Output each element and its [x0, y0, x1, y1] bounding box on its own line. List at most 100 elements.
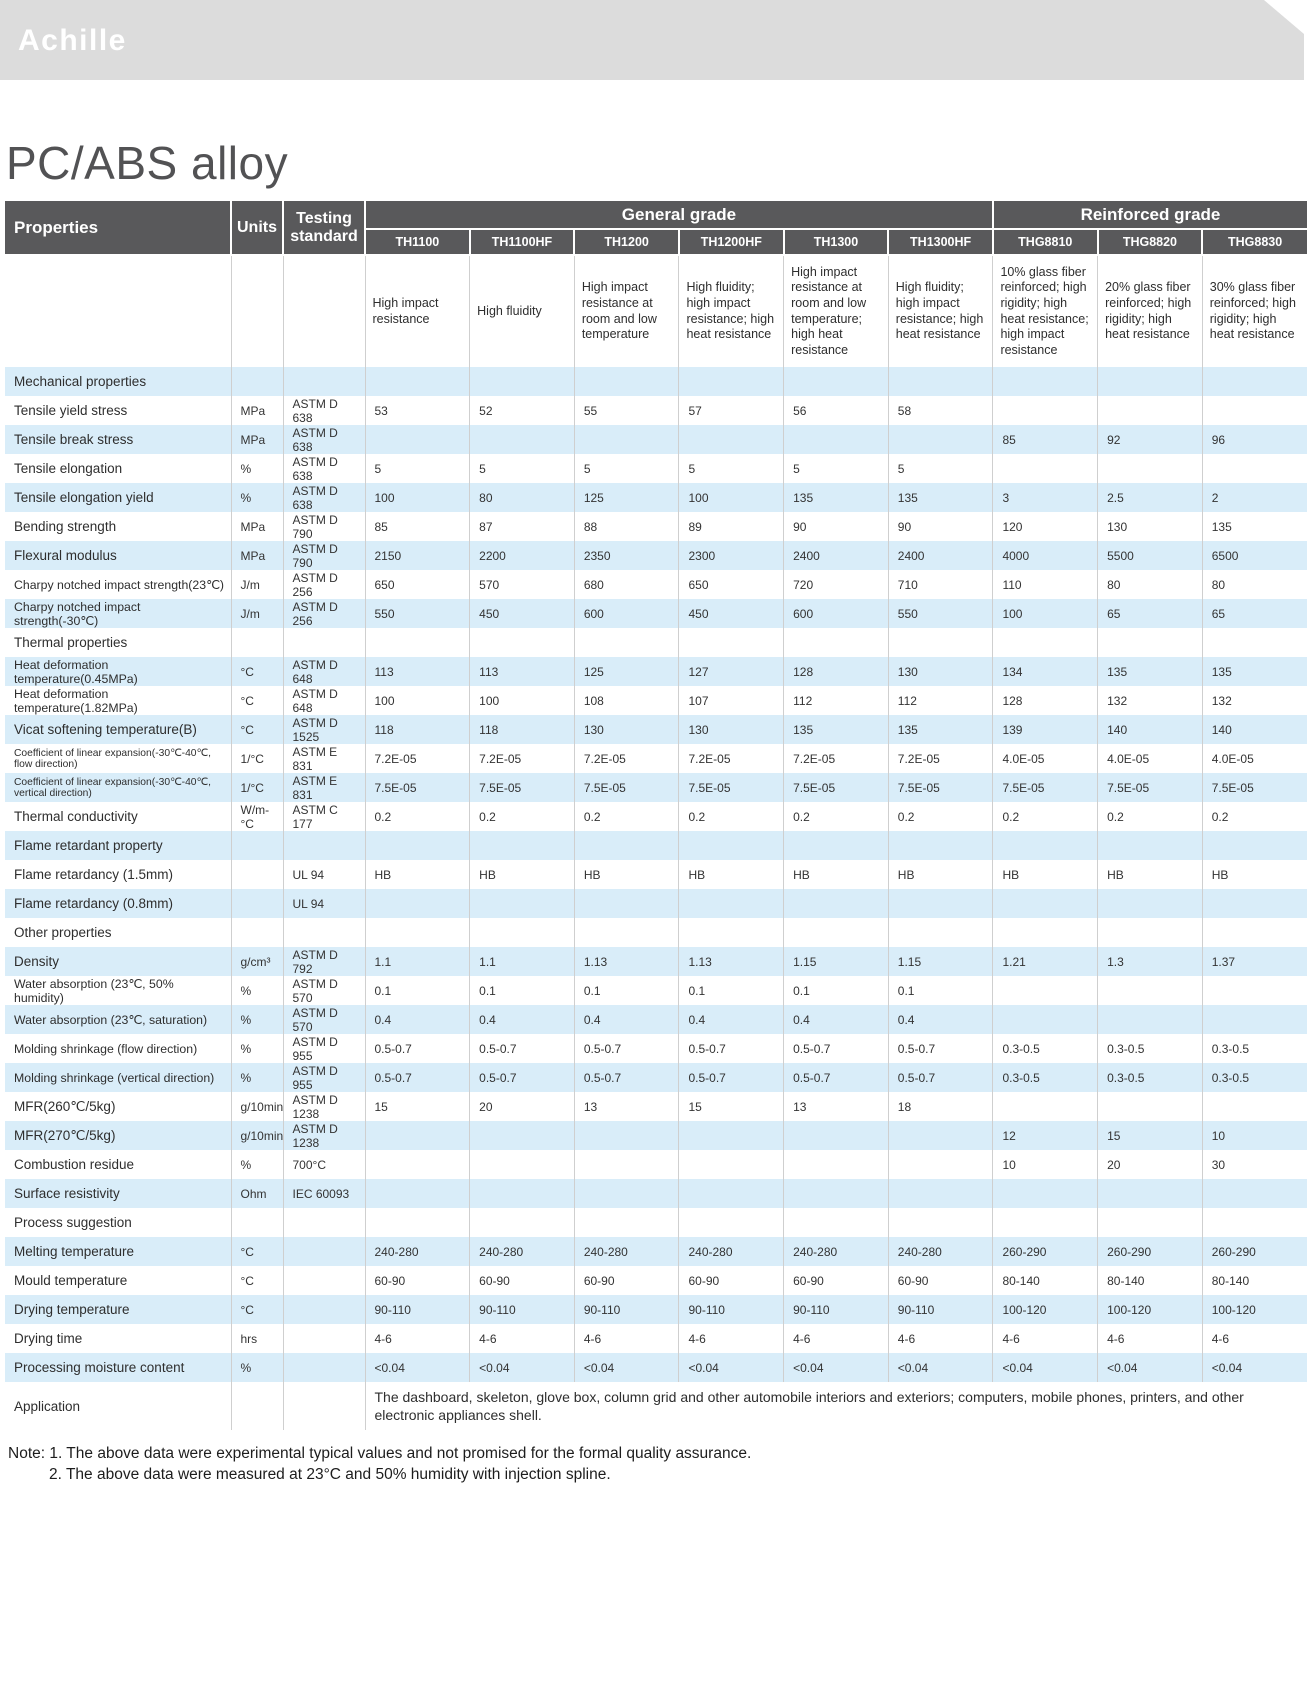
value-cell-th1100 — [365, 1121, 471, 1150]
value-cell-thg8810 — [992, 1208, 1099, 1237]
property-label: Flexural modulus — [5, 541, 232, 570]
header-reinforced-grade: Reinforced grade — [992, 201, 1307, 230]
value-cell-th1300 — [783, 831, 889, 860]
property-label: Water absorption (23℃, 50% humidity) — [5, 976, 232, 1005]
property-row: Flexural modulus MPa ASTM D 790 2150 2200 235… — [5, 541, 1307, 570]
value-cell-thg8830: 1.37 — [1202, 947, 1307, 976]
property-label: Molding shrinkage (vertical direction) — [5, 1063, 232, 1092]
value-cell-th1200hf: 57 — [678, 396, 785, 425]
value-cell-th1200 — [574, 889, 680, 918]
value-cell-th1200 — [574, 425, 680, 454]
standard-cell — [283, 367, 366, 396]
unit-cell: % — [231, 1005, 284, 1034]
standard-cell — [283, 1382, 366, 1430]
value-cell-th1300 — [783, 1121, 889, 1150]
property-row: Coefficient of linear expansion(-30℃-40℃… — [5, 773, 1307, 802]
value-cell-th1200: 7.5E-05 — [574, 773, 680, 802]
value-cell-thg8820: 4-6 — [1097, 1324, 1203, 1353]
standard-cell: UL 94 — [283, 889, 366, 918]
standard-cell: ASTM D 638 — [283, 425, 366, 454]
property-label: MFR(260℃/5kg) — [5, 1092, 232, 1121]
value-cell-thg8830: 0.3-0.5 — [1202, 1034, 1307, 1063]
value-cell-th1200: 90-110 — [574, 1295, 680, 1324]
value-cell-th1300hf: 550 — [888, 599, 994, 628]
value-cell-th1100hf: 1.1 — [469, 947, 575, 976]
property-label: Application — [5, 1382, 232, 1430]
application-row: Application The dashboard, skeleton, glov… — [5, 1382, 1307, 1430]
value-cell-thg8810: 7.5E-05 — [992, 773, 1099, 802]
unit-cell: °C — [231, 686, 284, 715]
grade-header-th1100: TH1100 — [365, 229, 471, 256]
value-cell-thg8810: 134 — [992, 657, 1099, 686]
property-row: Surface resistivity Ohm IEC 60093 — [5, 1179, 1307, 1208]
value-cell-th1100 — [365, 918, 471, 947]
value-cell-thg8810: 100-120 — [992, 1295, 1099, 1324]
unit-cell: 1/°C — [231, 744, 284, 773]
value-cell-thg8830: 6500 — [1202, 541, 1307, 570]
value-cell-th1100: 15 — [365, 1092, 471, 1121]
value-cell-th1300hf — [888, 918, 994, 947]
value-cell-thg8810 — [992, 889, 1099, 918]
value-cell-th1300: 56 — [783, 396, 889, 425]
value-cell-th1200: 0.4 — [574, 1005, 680, 1034]
unit-cell: hrs — [231, 1324, 284, 1353]
unit-cell — [231, 1208, 284, 1237]
table-header-group-row: Properties Units Testing standard Genera… — [5, 201, 1307, 256]
unit-cell — [231, 628, 284, 657]
value-cell-th1100hf: 570 — [469, 570, 575, 599]
value-cell-th1300: 90 — [783, 512, 889, 541]
property-label: Tensile elongation yield — [5, 483, 232, 512]
value-cell-th1200hf: 100 — [678, 483, 785, 512]
value-cell-thg8820: 135 — [1097, 657, 1203, 686]
property-label: Molding shrinkage (flow direction) — [5, 1034, 232, 1063]
grade-description-th1100: High impact resistance — [365, 255, 471, 367]
value-cell-thg8820: <0.04 — [1097, 1353, 1203, 1382]
value-cell-th1100: 4-6 — [365, 1324, 471, 1353]
value-cell-th1300: 1.15 — [783, 947, 889, 976]
value-cell-th1200 — [574, 831, 680, 860]
value-cell-th1100: 90-110 — [365, 1295, 471, 1324]
value-cell-thg8830: 260-290 — [1202, 1237, 1307, 1266]
property-label: Processing moisture content — [5, 1353, 232, 1382]
value-cell-th1100: HB — [365, 860, 471, 889]
value-cell-th1300hf: 2400 — [888, 541, 994, 570]
value-cell-thg8830: 30 — [1202, 1150, 1307, 1179]
value-cell-thg8830 — [1202, 396, 1307, 425]
standard-cell: ASTM D 256 — [283, 599, 366, 628]
value-cell-th1200hf: 450 — [678, 599, 785, 628]
value-cell-th1300 — [783, 1150, 889, 1179]
value-cell-thg8830: 10 — [1202, 1121, 1307, 1150]
value-cell-th1300: 2400 — [783, 541, 889, 570]
value-cell-thg8820: 5500 — [1097, 541, 1203, 570]
value-cell-th1100hf: 0.2 — [469, 802, 575, 831]
value-cell-th1200: 0.5-0.7 — [574, 1063, 680, 1092]
value-cell-thg8820 — [1097, 831, 1203, 860]
value-cell-thg8810: 139 — [992, 715, 1099, 744]
value-cell-th1100hf: 7.2E-05 — [469, 744, 575, 773]
value-cell-th1200: 55 — [574, 396, 680, 425]
property-row: Water absorption (23℃, saturation)% ASTM … — [5, 1005, 1307, 1034]
property-row: Flame retardancy (1.5mm) UL 94 HB HB HB HB HB H… — [5, 860, 1307, 889]
unit-cell: °C — [231, 1266, 284, 1295]
value-cell-thg8810: 4000 — [992, 541, 1099, 570]
value-cell-thg8820: 140 — [1097, 715, 1203, 744]
value-cell-th1100: 118 — [365, 715, 471, 744]
value-cell-th1200hf: 7.2E-05 — [678, 744, 785, 773]
value-cell-th1200: 60-90 — [574, 1266, 680, 1295]
value-cell-thg8810: 260-290 — [992, 1237, 1099, 1266]
property-label: Heat deformation temperature(0.45MPa) — [5, 657, 232, 686]
grade-header-th1100hf: TH1100HF — [469, 229, 576, 256]
value-cell-th1300hf: 135 — [888, 483, 994, 512]
standard-cell — [283, 918, 366, 947]
value-cell-th1200: 7.2E-05 — [574, 744, 680, 773]
value-cell-thg8820 — [1097, 1005, 1203, 1034]
value-cell-th1100hf — [469, 1208, 575, 1237]
value-cell-thg8820 — [1097, 628, 1203, 657]
value-cell-th1200hf: 7.5E-05 — [678, 773, 785, 802]
value-cell-th1200hf — [678, 367, 785, 396]
grade-description-th1300hf: High fluidity; high impact resistance; h… — [888, 255, 994, 367]
value-cell-th1300hf: 90-110 — [888, 1295, 994, 1324]
value-cell-th1300: 240-280 — [783, 1237, 889, 1266]
unit-cell: % — [231, 1150, 284, 1179]
property-row: Molding shrinkage (flow direction)% ASTM … — [5, 1034, 1307, 1063]
